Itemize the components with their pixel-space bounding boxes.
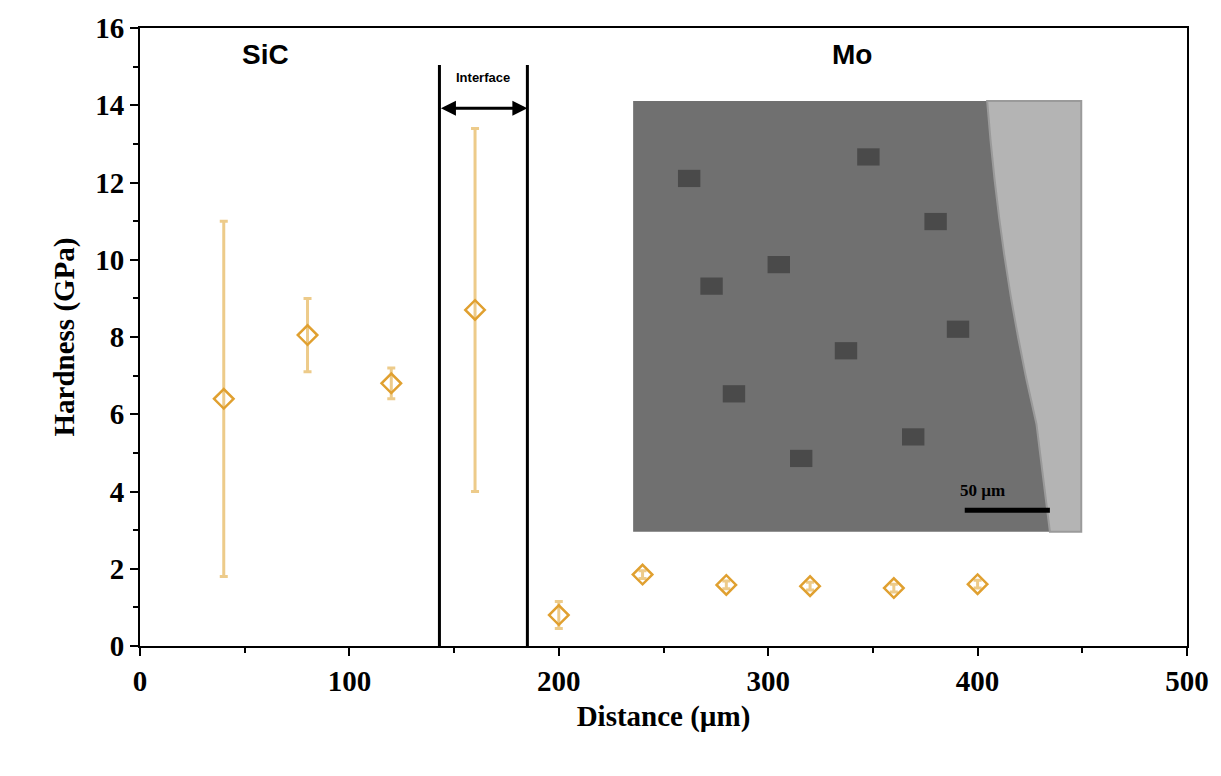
svg-text:400: 400 (956, 665, 1000, 697)
svg-text:300: 300 (746, 665, 790, 697)
svg-text:Interface: Interface (456, 70, 510, 85)
svg-text:200: 200 (537, 665, 581, 697)
svg-text:Hardness (GPa): Hardness (GPa) (48, 238, 81, 437)
svg-text:100: 100 (328, 665, 372, 697)
svg-text:500: 500 (1165, 665, 1209, 697)
svg-text:0: 0 (110, 630, 125, 662)
svg-text:SiC: SiC (242, 39, 289, 70)
svg-text:50 µm: 50 µm (960, 481, 1005, 500)
svg-text:2: 2 (110, 553, 125, 585)
svg-text:0: 0 (133, 665, 148, 697)
svg-text:10: 10 (95, 244, 124, 276)
svg-text:8: 8 (110, 321, 125, 353)
svg-text:4: 4 (110, 476, 125, 508)
svg-text:12: 12 (95, 167, 124, 199)
svg-text:6: 6 (110, 398, 125, 430)
svg-text:14: 14 (95, 89, 124, 121)
svg-text:16: 16 (95, 12, 124, 44)
svg-text:Mo: Mo (832, 39, 872, 70)
svg-text:Distance (µm): Distance (µm) (577, 700, 751, 733)
